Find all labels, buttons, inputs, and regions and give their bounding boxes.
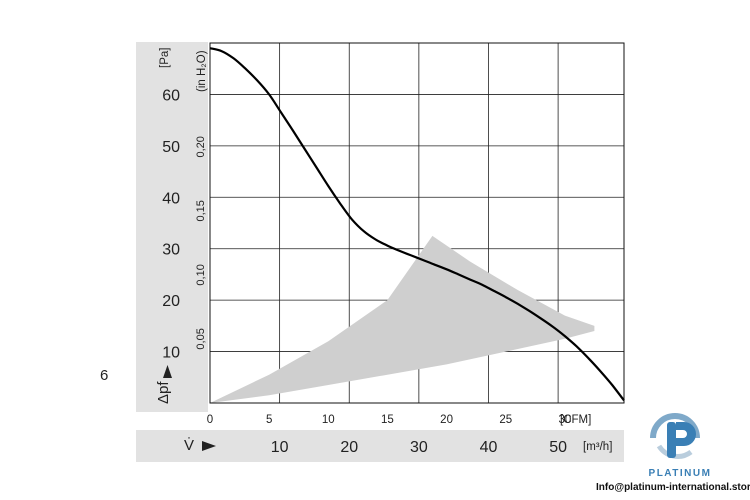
y-tick-label-pa: 30 <box>162 242 180 259</box>
x-tick-label-m3h: 30 <box>410 439 428 456</box>
brand-email: Info@platinum-international.store <box>596 482 750 493</box>
y-tick-label-inh2o: 0,05 <box>195 328 207 349</box>
y-tick-label-inh2o: 0,15 <box>195 200 207 221</box>
fan-curve <box>209 47 625 402</box>
x-tick-label-cfm: 20 <box>440 414 453 426</box>
x-tick-label-cfm: 5 <box>266 414 272 426</box>
x-tick-label-m3h: 40 <box>480 439 498 456</box>
operating-region <box>210 235 595 403</box>
x-tick-label-cfm: 25 <box>499 414 512 426</box>
page-mark: 6 <box>100 367 108 384</box>
pressure-arrow-icon <box>163 365 172 378</box>
y-tick-label-pa: 40 <box>162 190 180 207</box>
x-tick-label-m3h: 10 <box>271 439 289 456</box>
x-tick-label-m3h: 50 <box>549 439 567 456</box>
y-tick-label-pa: 50 <box>162 139 180 156</box>
x-tick-label-cfm: 30 <box>558 414 571 426</box>
x-tick-label-cfm: 15 <box>381 414 394 426</box>
y-tick-label-pa: 60 <box>162 87 180 104</box>
flow-arrow-icon <box>202 441 216 451</box>
cfm-unit-label: [CFM] <box>560 414 591 426</box>
flow-symbol: V̇ <box>184 437 194 454</box>
plot-frame <box>209 42 625 404</box>
x-tick-label-cfm: 0 <box>207 414 213 426</box>
y-tick-label-pa: 20 <box>162 293 180 310</box>
x-tick-label-m3h: 20 <box>340 439 358 456</box>
pressure-inh2o-unit-label: (in H₂O) <box>196 50 208 92</box>
y-tick-label-inh2o: 0,20 <box>195 136 207 157</box>
pressure-symbol: Δpf <box>155 381 172 404</box>
pressure-unit-label: [Pa] <box>159 48 171 68</box>
brand-name: PLATINUM <box>648 468 712 479</box>
m3h-unit-label: [m³/h] <box>583 441 612 453</box>
y-tick-label-pa: 10 <box>162 345 180 362</box>
left-axis-panel <box>136 42 208 412</box>
bottom-axis-panel <box>136 430 624 462</box>
y-tick-label-inh2o: 0,10 <box>195 264 207 285</box>
x-tick-label-cfm: 10 <box>322 414 335 426</box>
platinum-logo-icon <box>650 413 700 459</box>
brand-logo <box>645 408 715 468</box>
